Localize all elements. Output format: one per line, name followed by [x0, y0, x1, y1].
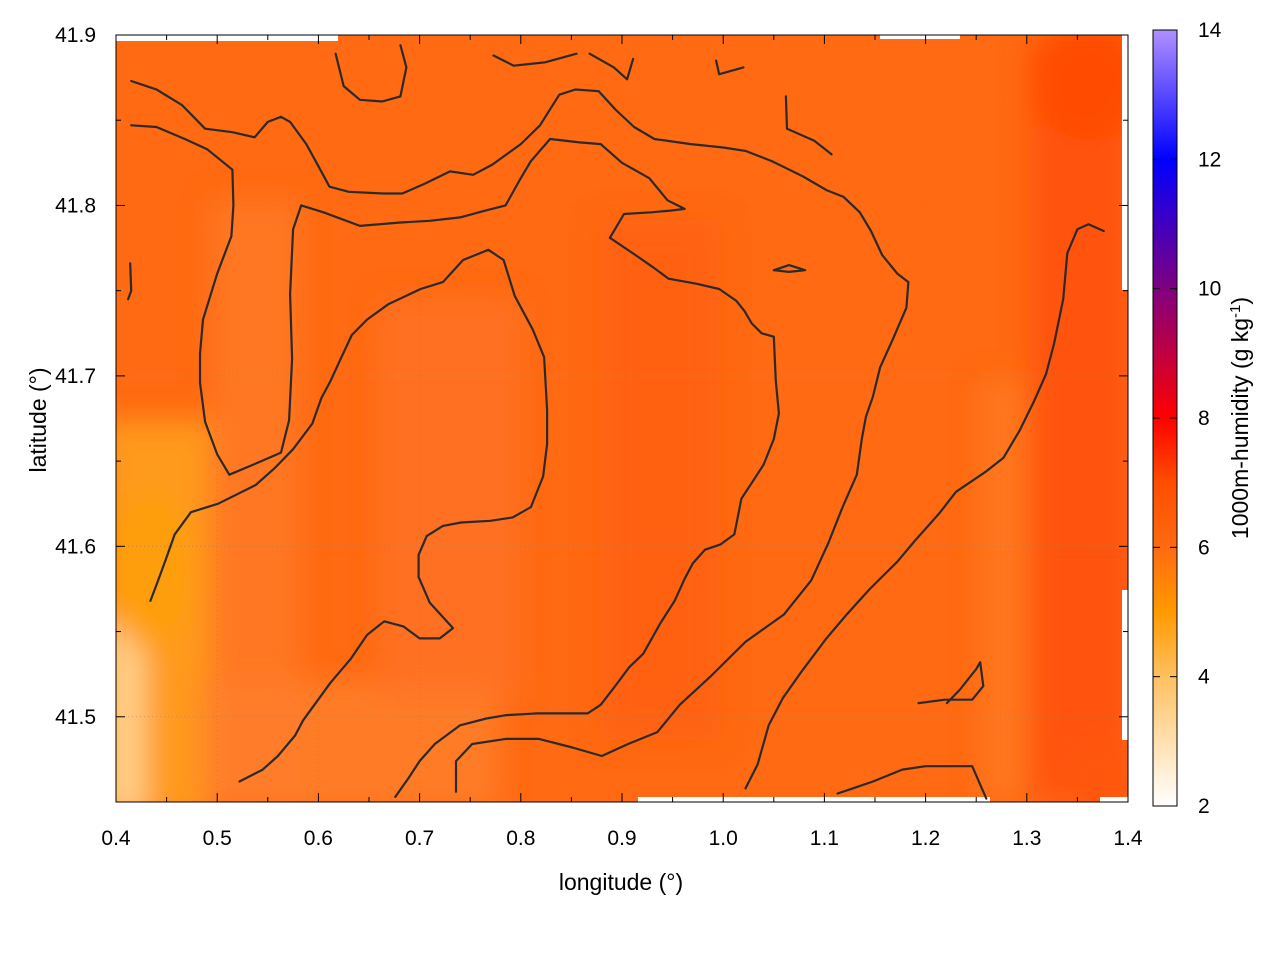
colorbar-tick-label: 12	[1198, 148, 1221, 171]
y-tick-label: 41.5	[55, 706, 96, 729]
colorbar: 2 4 6 8 10 12 14 1000m-humidity (g kg-1)	[1152, 19, 1254, 818]
y-tick-label: 41.7	[55, 365, 96, 388]
x-axis-label: longitude (°)	[559, 869, 683, 895]
x-tick-label: 1.0	[709, 827, 738, 850]
y-axis-label: latitude (°)	[25, 367, 51, 472]
contour-line	[836, 765, 988, 800]
y-tick-label: 41.6	[55, 535, 96, 558]
x-tick-label: 0.8	[506, 827, 535, 850]
axis-ticks	[115, 34, 1129, 803]
humidity-field	[116, 35, 1128, 802]
colorbar-label: 1000m-humidity (g kg-1)	[1227, 297, 1254, 539]
colorbar-tick-label: 6	[1198, 536, 1210, 559]
contour-line	[784, 95, 833, 156]
colorbar-tick-labels: 2 4 6 8 10 12 14	[1198, 19, 1222, 818]
x-tick-label: 0.6	[304, 827, 333, 850]
x-tick-label: 1.3	[1012, 827, 1041, 850]
field-dry-west-core	[116, 490, 195, 650]
contour-line	[149, 248, 549, 783]
x-tick-label: 1.1	[810, 827, 839, 850]
colorbar-tick-label: 8	[1198, 407, 1210, 430]
x-tick-label: 0.7	[405, 827, 434, 850]
colorbar-tick-label: 14	[1198, 19, 1222, 42]
contour-line	[130, 124, 781, 799]
contour-line	[130, 79, 910, 793]
x-tick-label: 0.5	[203, 827, 232, 850]
y-tick-label: 41.9	[55, 24, 96, 47]
colorbar-tick-label: 2	[1198, 795, 1210, 818]
field-light-center-band	[380, 300, 520, 700]
contour-line	[714, 59, 745, 76]
field-moist-center	[600, 220, 720, 740]
contour-line	[744, 223, 1105, 790]
colorbar-ticks	[1153, 29, 1177, 807]
x-tick-label: 1.4	[1113, 827, 1143, 850]
field-moist-southeast	[1060, 740, 1128, 802]
y-axis-tick-labels: 41.5 41.6 41.7 41.8 41.9	[55, 24, 96, 729]
contour-line	[772, 264, 807, 273]
field-gaps	[116, 35, 1128, 802]
contour-line	[588, 52, 635, 81]
field-light-southwest	[200, 680, 500, 802]
x-tick-label: 1.2	[911, 827, 940, 850]
contours	[127, 44, 1105, 800]
x-axis-tick-labels: 0.4 0.5 0.6 0.7 0.8 0.9 1.0 1.1 1.2 1.3 1.4	[101, 827, 1143, 850]
field-moist-northeast	[1030, 35, 1128, 140]
x-tick-label: 0.9	[607, 827, 636, 850]
contour-line	[492, 52, 578, 67]
field-light-east-band	[980, 380, 1025, 800]
field-moist-east	[1030, 40, 1128, 800]
y-tick-label: 41.8	[55, 194, 96, 217]
field-dry-southwest	[116, 620, 145, 802]
colorbar-tick-label: 4	[1198, 666, 1210, 689]
contour-line	[334, 44, 408, 103]
colorbar-tick-label: 10	[1198, 278, 1221, 301]
contour-line	[917, 661, 985, 705]
x-tick-label: 0.4	[101, 827, 131, 850]
contour-line	[127, 262, 133, 301]
